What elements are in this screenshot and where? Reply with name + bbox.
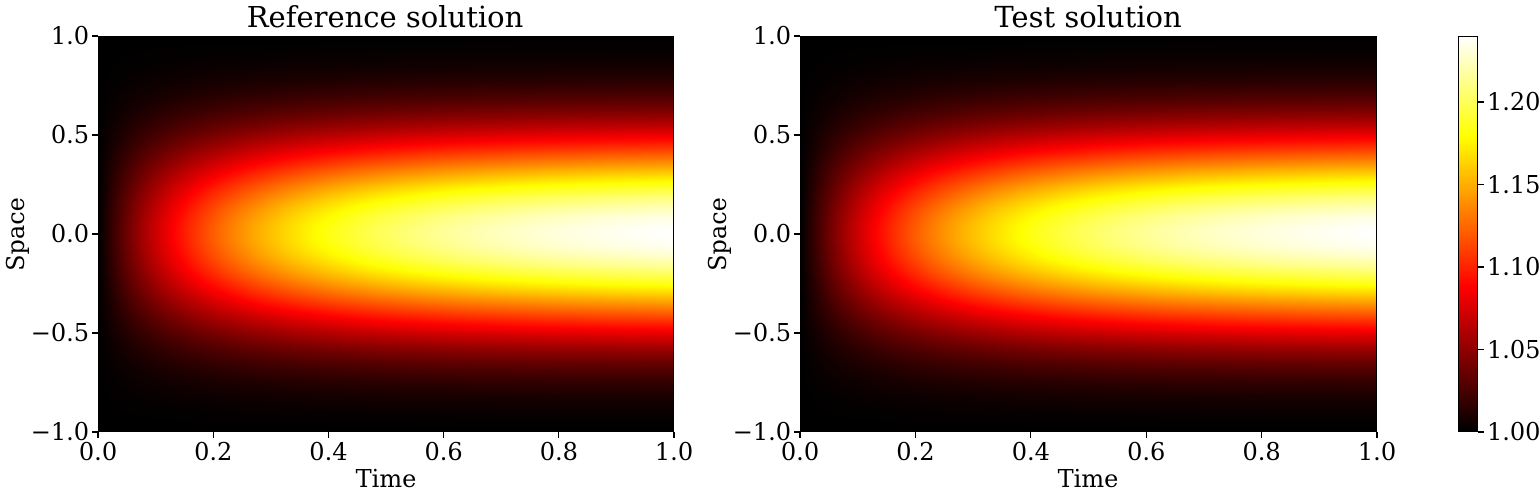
x-tick-mark-reference <box>443 432 445 438</box>
x-tick-mark-test <box>1030 432 1032 438</box>
x-tick-mark-test <box>1376 432 1378 438</box>
colorbar-tick-label: 1.00 <box>1487 418 1539 446</box>
x-tick-mark-reference <box>558 432 560 438</box>
colorbar-gradient <box>1459 37 1477 431</box>
x-tick-mark-reference <box>327 432 329 438</box>
y-tick-mark-test <box>794 134 800 136</box>
y-tick-label-reference: −1.0 <box>30 418 89 446</box>
y-tick-label-reference: 0.5 <box>50 121 89 149</box>
chart-title-reference: Reference solution <box>246 0 524 34</box>
x-tick-mark-test <box>799 432 801 438</box>
y-tick-label-reference: 0.0 <box>50 220 89 248</box>
x-axis-label-test: Time <box>1057 465 1119 493</box>
chart-title-test: Test solution <box>994 0 1182 34</box>
y-tick-label-test: 1.0 <box>752 22 791 50</box>
x-tick-mark-reference <box>673 432 675 438</box>
y-tick-label-test: −1.0 <box>732 418 791 446</box>
y-tick-label-test: 0.0 <box>752 220 791 248</box>
x-tick-label-test: 0.8 <box>1242 438 1281 466</box>
x-tick-label-test: 0.0 <box>780 438 820 466</box>
y-tick-mark-reference <box>92 35 98 37</box>
heatmap-test-image <box>801 37 1376 431</box>
y-tick-mark-reference <box>92 431 98 433</box>
y-axis-label-reference: Space <box>2 197 30 271</box>
colorbar-tick-mark <box>1478 266 1484 268</box>
x-tick-label-reference: 0.6 <box>424 438 463 466</box>
x-tick-mark-test <box>1261 432 1263 438</box>
colorbar-tick-mark <box>1478 101 1484 103</box>
colorbar-tick-mark <box>1478 348 1484 351</box>
x-tick-label-test: 0.4 <box>1011 438 1050 466</box>
y-tick-label-reference: 1.0 <box>50 22 89 50</box>
colorbar-tick-label: 1.15 <box>1487 170 1539 199</box>
x-tick-label-test: 0.2 <box>896 438 935 466</box>
y-tick-label-reference: −0.5 <box>30 319 89 347</box>
heatmap-reference <box>98 36 674 432</box>
x-tick-label-test: 0.6 <box>1127 438 1166 466</box>
x-tick-label-reference: 0.8 <box>539 438 578 466</box>
x-tick-label-reference: 0.0 <box>78 438 118 466</box>
y-tick-mark-test <box>794 35 800 37</box>
x-tick-label-reference: 0.2 <box>194 438 233 466</box>
x-tick-mark-test <box>1145 432 1147 438</box>
y-tick-mark-test <box>794 233 800 235</box>
colorbar-tick-label: 1.05 <box>1487 335 1539 364</box>
heatmap-reference-image <box>99 37 673 431</box>
x-tick-label-reference: 1.0 <box>654 438 694 466</box>
x-tick-label-test: 1.0 <box>1357 438 1397 466</box>
y-tick-label-test: 0.5 <box>752 121 791 149</box>
colorbar-tick-label: 1.10 <box>1487 253 1539 281</box>
y-tick-label-test: −0.5 <box>732 319 791 347</box>
colorbar-tick-label: 1.20 <box>1487 88 1539 116</box>
x-tick-mark-reference <box>97 432 99 438</box>
x-tick-mark-test <box>914 432 916 438</box>
x-tick-label-reference: 0.4 <box>309 438 348 466</box>
x-axis-label-reference: Time <box>355 465 417 493</box>
y-tick-mark-reference <box>92 233 98 235</box>
y-tick-mark-reference <box>92 134 98 136</box>
y-tick-mark-test <box>794 332 800 334</box>
x-tick-mark-reference <box>212 432 214 438</box>
heatmap-test <box>800 36 1377 432</box>
colorbar <box>1458 36 1478 432</box>
y-axis-label-test: Space <box>704 197 732 271</box>
colorbar-tick-mark <box>1478 431 1484 433</box>
colorbar-tick-mark <box>1478 183 1484 186</box>
y-tick-mark-test <box>794 431 800 433</box>
y-tick-mark-reference <box>92 332 98 334</box>
